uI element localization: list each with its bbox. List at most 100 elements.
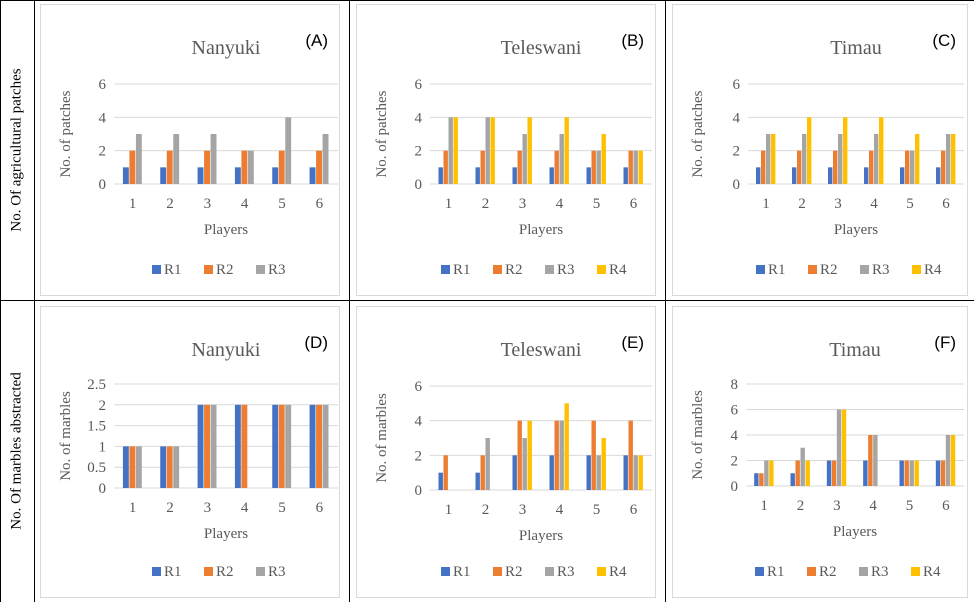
chart-panel-6: Timau (F) 0 2 4 6 8 1 2 3 4 5 6 Players No. of marbles… xyxy=(672,306,968,598)
bar-R4-player-5 xyxy=(601,134,606,184)
legend-label-R1: R1 xyxy=(164,262,182,278)
bar-R2-player-1 xyxy=(759,473,764,486)
chart-border xyxy=(40,306,340,598)
bar-R2-player-5 xyxy=(591,150,596,184)
y-tick-label: 6 xyxy=(731,403,739,419)
bar-R2-player-6 xyxy=(316,404,322,488)
bar-R1-player-4 xyxy=(549,455,554,490)
bar-R2-player-3 xyxy=(831,460,837,486)
grid-line-top xyxy=(0,0,974,1)
chart-border xyxy=(672,306,968,598)
x-tick-label: 2 xyxy=(166,196,174,212)
chart-panel-4: Nanyuki (D) 0 0.5 1 1.5 2 2.5 1 2 3 4 5 6 Players No. o… xyxy=(40,306,340,598)
legend-swatch-R1 xyxy=(441,567,450,576)
x-tick-label: 1 xyxy=(445,502,453,518)
bar-R2-player-2 xyxy=(480,455,485,490)
bar-R2-player-1 xyxy=(443,150,448,184)
y-axis-label: No. of patches xyxy=(374,90,390,177)
bar-R1-player-1 xyxy=(438,167,443,184)
y-axis-label: No. of marbles xyxy=(690,390,706,480)
bar-R1-player-4 xyxy=(863,460,868,486)
panel-letter: (C) xyxy=(932,31,956,50)
bar-R2-player-4 xyxy=(868,435,873,486)
bar-R3-player-1 xyxy=(448,117,453,184)
bar-R1-player-3 xyxy=(512,455,517,490)
x-axis-label: Players xyxy=(204,222,248,238)
chart-svg: Teleswani (B) 0 2 4 6 1 2 3 4 5 6 Players No. of patc… xyxy=(356,4,656,296)
y-tick-label: 2 xyxy=(99,398,107,414)
bar-R2-player-1 xyxy=(443,455,448,490)
x-tick-label: 5 xyxy=(278,500,286,516)
x-tick-label: 3 xyxy=(204,500,212,516)
bar-R4-player-6 xyxy=(951,134,956,184)
legend-swatch-R2 xyxy=(204,567,213,576)
bar-R2-player-2 xyxy=(797,150,802,184)
y-tick-label: 0 xyxy=(99,177,107,193)
x-tick-label: 4 xyxy=(556,502,564,518)
chart-panel-2: Teleswani (B) 0 2 4 6 1 2 3 4 5 6 Players No. of patc… xyxy=(356,4,656,296)
bar-R3-player-3 xyxy=(522,438,527,490)
bar-R3-player-1 xyxy=(766,134,771,184)
bar-R1-player-3 xyxy=(826,460,832,486)
x-tick-label: 2 xyxy=(166,500,174,516)
x-tick-label: 5 xyxy=(593,502,601,518)
x-tick-label: 5 xyxy=(278,196,286,212)
y-axis-label: No. of marbles xyxy=(374,393,390,483)
y-axis-label: No. of patches xyxy=(690,90,706,177)
x-tick-label: 5 xyxy=(906,498,914,514)
chart-svg: Teleswani (E) 0 2 4 6 1 2 3 4 5 6 Players No. of marb… xyxy=(356,306,656,598)
y-tick-label: 0 xyxy=(415,483,423,499)
chart-border xyxy=(356,4,656,296)
bar-R4-player-5 xyxy=(914,460,919,486)
bar-R2-player-2 xyxy=(166,446,173,488)
bar-R1-player-1 xyxy=(438,472,443,490)
x-tick-label: 1 xyxy=(129,500,137,516)
x-tick-label: 5 xyxy=(906,196,914,212)
x-tick-label: 6 xyxy=(316,500,324,516)
chart-panel-3: Timau (C) 0 2 4 6 1 2 3 4 5 6 Players No. of patches R… xyxy=(672,4,968,296)
chart-panel-1: Nanyuki (A) 0 2 4 6 1 2 3 4 5 6 Players No. of patche… xyxy=(40,4,340,296)
bar-R2-player-5 xyxy=(278,150,285,184)
y-tick-label: 1 xyxy=(99,439,107,455)
y-tick-label: 0 xyxy=(731,479,739,495)
y-tick-label: 0.5 xyxy=(87,460,106,476)
row-label-patches: No. Of agricultural patches xyxy=(2,0,32,300)
x-axis-label: Players xyxy=(204,526,248,542)
legend-swatch-R2 xyxy=(493,265,502,274)
chart-svg: Nanyuki (A) 0 2 4 6 1 2 3 4 5 6 Players No. of patche… xyxy=(40,4,340,296)
bar-R3-player-3 xyxy=(522,134,527,184)
bar-R3-player-5 xyxy=(285,117,292,184)
bar-R3-player-3 xyxy=(838,134,843,184)
row-label-patches-text: No. Of agricultural patches xyxy=(8,68,25,232)
bar-R1-player-2 xyxy=(475,167,480,184)
y-tick-label: 2.5 xyxy=(87,377,106,393)
legend-label-R2: R2 xyxy=(505,564,523,580)
y-axis-label: No. of marbles xyxy=(58,391,74,481)
bar-R2-player-4 xyxy=(554,420,559,490)
legend-label-R3: R3 xyxy=(268,564,286,580)
bar-R2-player-6 xyxy=(941,150,946,184)
legend-swatch-R3 xyxy=(860,265,869,274)
y-tick-label: 4 xyxy=(731,428,739,444)
bar-R2-player-6 xyxy=(316,150,322,184)
bar-R1-player-4 xyxy=(864,167,869,184)
grid-line-col-2 xyxy=(665,0,666,602)
panel-letter: (B) xyxy=(621,31,644,50)
bar-R3-player-5 xyxy=(910,150,915,184)
legend-swatch-R1 xyxy=(756,265,765,274)
bar-R3-player-6 xyxy=(633,455,638,490)
bar-R1-player-6 xyxy=(309,167,316,184)
bar-R4-player-6 xyxy=(638,150,643,184)
x-tick-label: 6 xyxy=(316,196,324,212)
bar-R1-player-1 xyxy=(122,167,129,184)
bar-R3-player-2 xyxy=(173,134,180,184)
bar-R1-player-3 xyxy=(828,167,833,184)
x-tick-label: 6 xyxy=(630,196,638,212)
chart-border xyxy=(356,306,656,598)
chart-title: Nanyuki xyxy=(192,339,261,361)
bar-R2-player-5 xyxy=(905,150,910,184)
row-label-marbles-text: No. Of marbles abstracted xyxy=(8,372,25,530)
x-tick-label: 2 xyxy=(797,498,805,514)
y-tick-label: 8 xyxy=(731,377,739,393)
x-tick-label: 3 xyxy=(519,502,527,518)
